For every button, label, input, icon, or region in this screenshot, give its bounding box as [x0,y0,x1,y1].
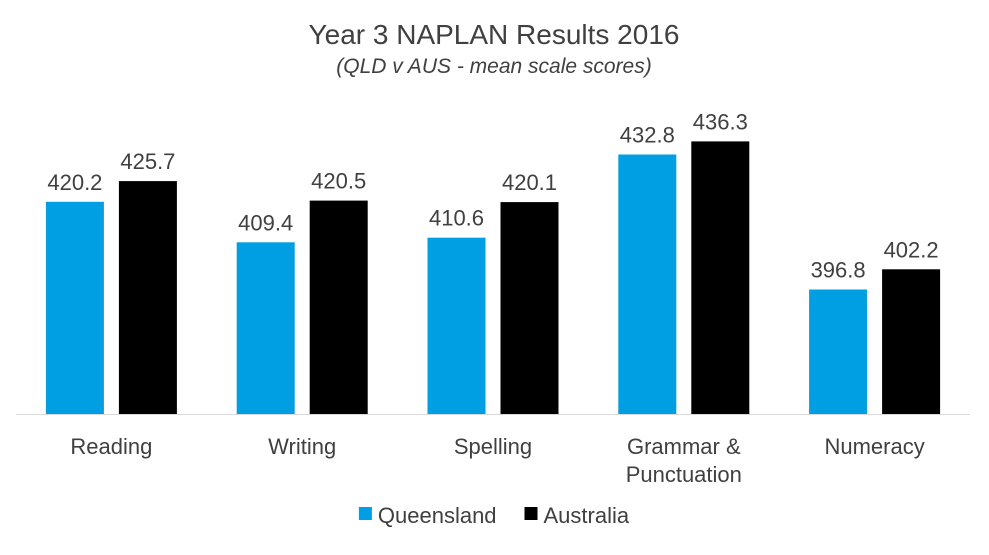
legend-item-australia: Australia [524,503,630,528]
category-labels: Reading Writing Spelling Grammar & Punctuati… [70,434,924,487]
data-label-australia-numeracy: 402.2 [884,237,939,262]
bar-australia-numeracy [882,269,941,414]
category-label: Numeracy [824,434,924,459]
bar-australia-writing [309,200,368,414]
legend-swatch [358,507,372,520]
bar-queensland-numeracy [809,289,868,414]
bar-queensland-spelling [427,237,486,414]
legend-label: Australia [544,503,630,528]
data-label-queensland-spelling: 410.6 [429,206,484,231]
legend: Queensland Australia [358,503,630,528]
data-label-australia-reading: 425.7 [120,149,175,174]
data-label-queensland-reading: 420.2 [47,170,102,195]
category-label: Grammar & Punctuation [626,434,742,487]
bar-australia-reading [118,181,177,414]
bar-queensland-writing [236,242,295,414]
legend-item-queensland: Queensland [358,503,497,528]
data-label-australia-grammar-punctuation: 436.3 [693,109,748,134]
legend-label: Queensland [378,503,497,528]
data-label-australia-writing: 420.5 [311,169,366,194]
data-label-queensland-grammar-punctuation: 432.8 [620,123,675,148]
category-label: Spelling [454,434,532,459]
data-label-queensland-numeracy: 396.8 [811,258,866,283]
bars: 420.2 425.7 409.4 420.5 410.6 420.1 432.8 436.3… [45,109,941,414]
bar-queensland-reading [45,201,104,414]
legend-swatch [524,507,538,520]
category-label: Writing [268,434,336,459]
chart-title: Year 3 NAPLAN Results 2016 [309,19,680,50]
bar-queensland-grammar-punctuation [618,154,677,414]
data-label-australia-spelling: 420.1 [502,170,557,195]
data-label-queensland-writing: 409.4 [238,210,293,235]
category-label: Reading [70,434,152,459]
chart-subtitle: (QLD v AUS - mean scale scores) [336,55,651,78]
bar-australia-grammar-punctuation [691,141,750,414]
bar-australia-spelling [500,202,559,414]
